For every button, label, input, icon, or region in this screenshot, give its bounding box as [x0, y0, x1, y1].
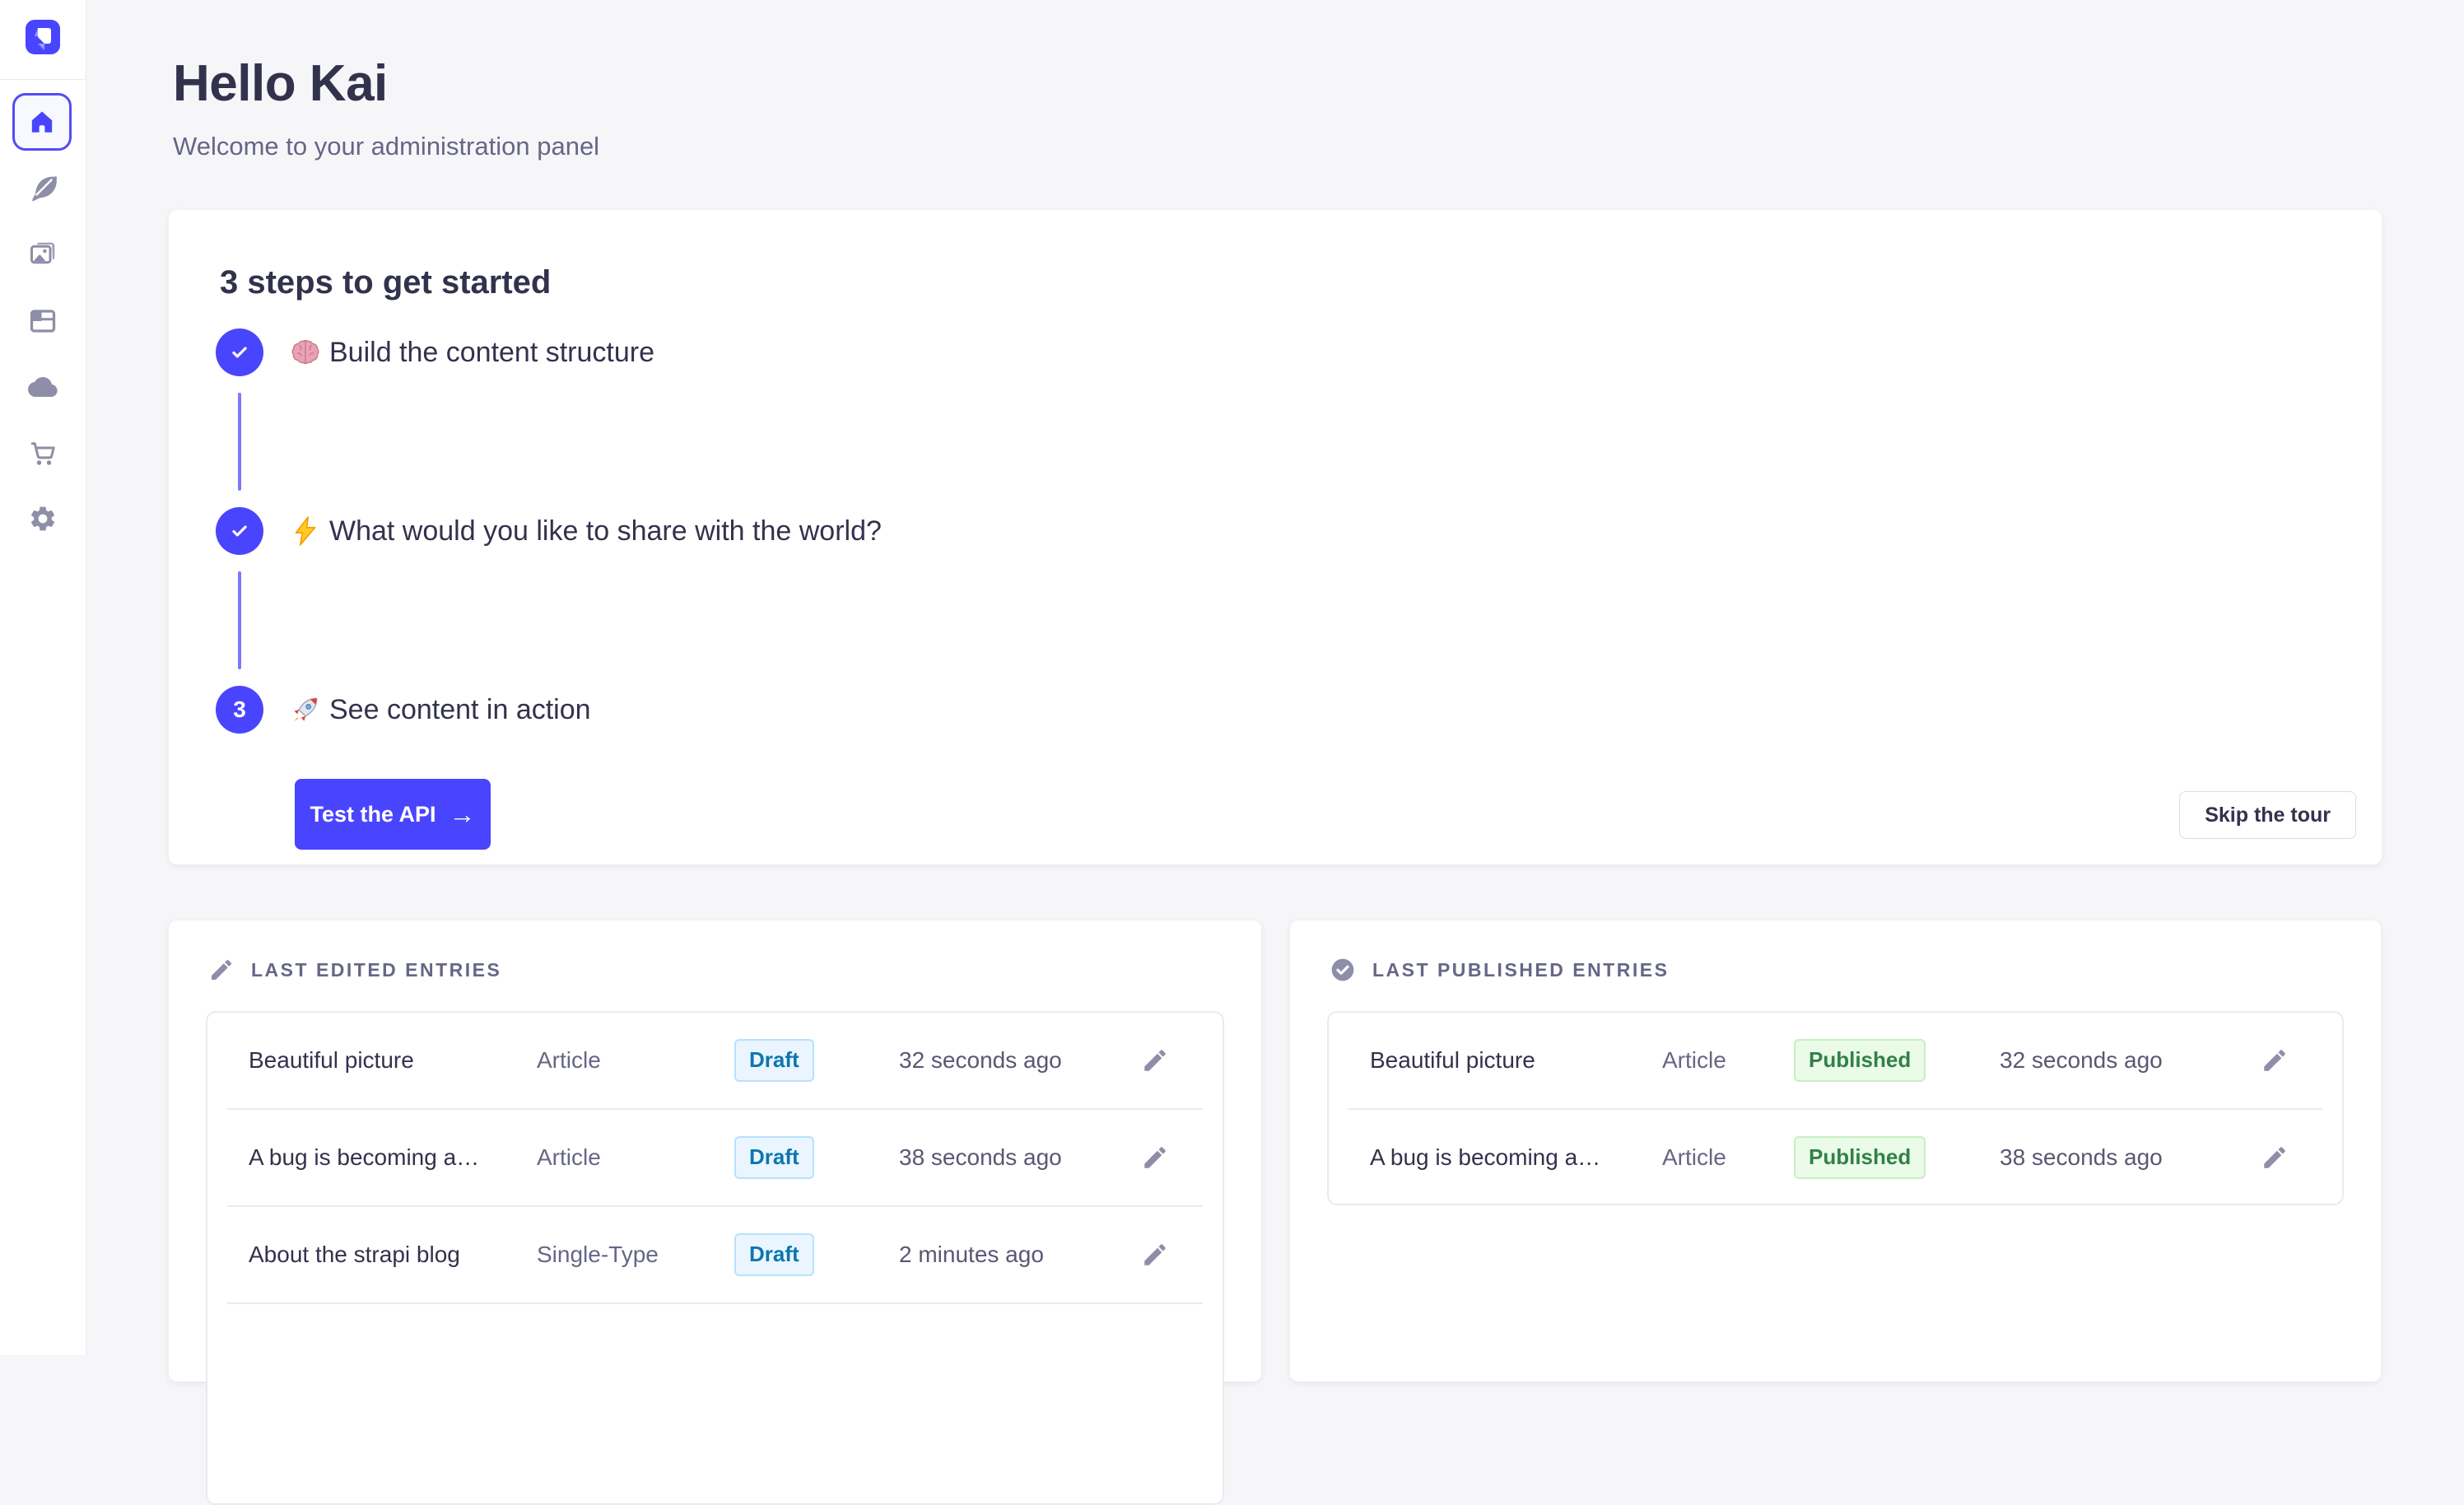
feather-icon [32, 176, 58, 202]
onboarding-card: 3 steps to get started 3 Build the conte… [169, 210, 2382, 864]
zap-emoji-icon [290, 515, 321, 547]
status-badge: Published [1794, 1039, 1926, 1082]
step3-label: See content in action [329, 693, 591, 725]
entry-time: 32 seconds ago [2000, 1047, 2163, 1073]
step3-label-row: See content in action [290, 686, 591, 734]
step2-done-circle [216, 507, 263, 555]
step1-label: Build the content structure [329, 336, 655, 368]
cloud-icon [28, 377, 58, 397]
entry-title: Beautiful picture [1370, 1047, 1535, 1073]
step-connector [238, 571, 241, 669]
sidebar-item-content-manager[interactable] [28, 174, 58, 203]
entry-row[interactable]: Beautiful picture Article Published 32 s… [1329, 1013, 2342, 1108]
widget-caption: LAST PUBLISHED ENTRIES [1330, 957, 1669, 983]
status-badge: Draft [734, 1136, 814, 1179]
sidebar-rail [0, 0, 86, 1355]
main-content: Hello Kai Welcome to your administration… [86, 0, 2464, 1505]
page-subtitle: Welcome to your administration panel [173, 132, 600, 161]
layout-icon [30, 310, 56, 333]
edit-entry-icon[interactable] [1141, 1046, 1169, 1074]
edit-entry-icon[interactable] [1141, 1241, 1169, 1269]
edit-entry-icon[interactable] [2261, 1046, 2289, 1074]
entry-title: A bug is becoming a… [249, 1144, 480, 1170]
rail-divider [0, 79, 86, 80]
entry-time: 38 seconds ago [2000, 1144, 2163, 1170]
entry-type: Article [537, 1047, 601, 1073]
entry-time: 2 minutes ago [899, 1242, 1044, 1267]
row-divider [227, 1108, 1203, 1110]
pencil-icon [208, 957, 235, 983]
status-badge: Published [1794, 1136, 1926, 1179]
onboarding-title: 3 steps to get started [220, 264, 552, 301]
entry-title: Beautiful picture [249, 1047, 414, 1073]
gear-icon [30, 506, 55, 531]
step3-number-circle: 3 [216, 686, 263, 734]
widget-caption-label: LAST PUBLISHED ENTRIES [1372, 958, 1670, 981]
last-edited-entries-widget: LAST EDITED ENTRIES Beautiful picture Ar… [169, 920, 1261, 1505]
home-icon [31, 111, 53, 133]
sidebar-item-home[interactable] [12, 93, 72, 151]
entry-row[interactable]: Beautiful picture Article Draft 32 secon… [207, 1013, 1223, 1108]
step3-number: 3 [233, 697, 246, 722]
row-divider [1348, 1108, 2322, 1110]
edit-entry-icon[interactable] [1141, 1144, 1169, 1172]
sidebar-item-marketplace[interactable] [28, 438, 58, 468]
brain-emoji-icon [290, 337, 321, 368]
widget-caption: LAST EDITED ENTRIES [208, 957, 501, 983]
cart-icon [30, 442, 55, 465]
test-the-api-label: Test the API [310, 801, 436, 827]
entry-row[interactable]: A bug is becoming a… Article Draft 38 se… [207, 1110, 1223, 1205]
entry-row[interactable]: About the strapi blog Single-Type Draft … [207, 1207, 1223, 1302]
sidebar-item-media-library[interactable] [28, 240, 58, 269]
status-badge: Draft [734, 1233, 814, 1276]
sidebar-item-cloud[interactable] [28, 372, 58, 402]
sidebar-item-content-type-builder[interactable] [28, 306, 58, 336]
test-the-api-button[interactable]: Test the API → [295, 779, 491, 850]
entry-type: Article [1662, 1047, 1726, 1073]
step-connector [238, 393, 241, 491]
last-edited-table: Beautiful picture Article Draft 32 secon… [206, 1011, 1224, 1505]
skip-the-tour-button[interactable]: Skip the tour [2179, 791, 2356, 839]
entry-time: 38 seconds ago [899, 1144, 1062, 1170]
page-title: Hello Kai [173, 55, 388, 112]
strapi-logo [26, 20, 60, 54]
row-divider [227, 1302, 1203, 1304]
check-circle-icon [1330, 957, 1356, 983]
entry-row[interactable]: A bug is becoming a… Article Published 3… [1329, 1110, 2342, 1204]
entry-type: Single-Type [537, 1242, 659, 1267]
edit-entry-icon[interactable] [2261, 1144, 2289, 1172]
step2-label-row: What would you like to share with the wo… [290, 507, 882, 555]
check-icon [232, 347, 247, 358]
entry-type: Article [1662, 1144, 1726, 1170]
status-badge: Draft [734, 1039, 814, 1082]
last-published-entries-widget: LAST PUBLISHED ENTRIES Beautiful picture… [1290, 920, 2381, 1382]
last-published-table: Beautiful picture Article Published 32 s… [1327, 1011, 2344, 1205]
rocket-emoji-icon [290, 694, 321, 725]
entry-time: 32 seconds ago [899, 1047, 1062, 1073]
entry-title: About the strapi blog [249, 1242, 460, 1267]
entry-title: A bug is becoming a… [1370, 1144, 1601, 1170]
arrow-right-icon: → [449, 799, 476, 829]
step2-label: What would you like to share with the wo… [329, 515, 882, 547]
step1-done-circle [216, 328, 263, 376]
entry-type: Article [537, 1144, 601, 1170]
row-divider [227, 1205, 1203, 1207]
widget-caption-label: LAST EDITED ENTRIES [251, 958, 502, 981]
sidebar-item-settings[interactable] [28, 504, 58, 534]
media-library-icon [30, 242, 55, 264]
check-icon [232, 525, 247, 537]
step1-label-row: Build the content structure [290, 328, 654, 376]
